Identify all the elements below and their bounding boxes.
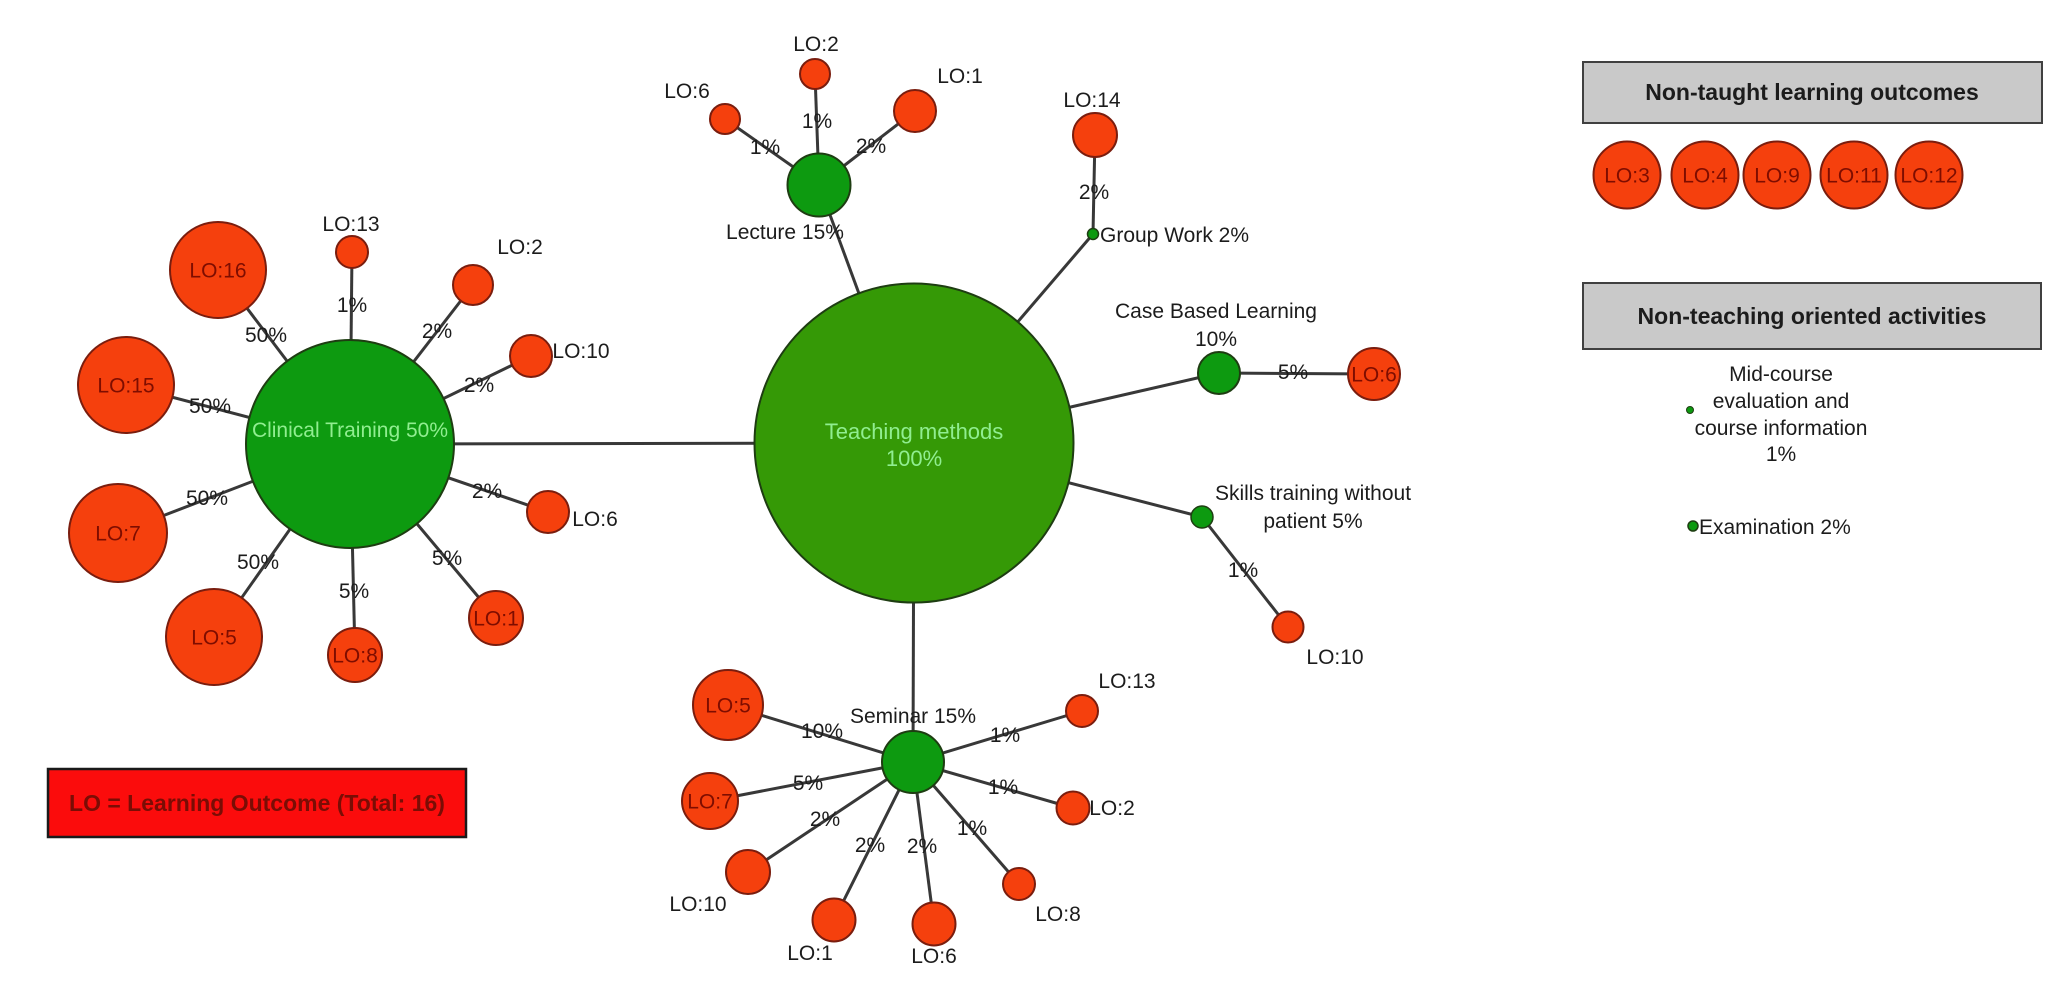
svg-text:Group Work 2%: Group Work 2% (1100, 224, 1249, 247)
svg-text:LO:2: LO:2 (793, 33, 839, 56)
svg-text:2%: 2% (422, 320, 452, 343)
svg-text:Examination 2%: Examination 2% (1699, 516, 1851, 539)
svg-text:evaluation and: evaluation and (1713, 390, 1850, 413)
svg-text:10%: 10% (801, 720, 843, 743)
svg-text:patient 5%: patient 5% (1263, 510, 1362, 533)
svg-text:50%: 50% (186, 487, 228, 510)
svg-text:LO:13: LO:13 (322, 213, 379, 236)
svg-text:LO:2: LO:2 (1089, 797, 1135, 820)
svg-text:LO:10: LO:10 (669, 893, 726, 916)
svg-text:LO = Learning Outcome (Total:: LO = Learning Outcome (Total: 16) (69, 790, 445, 816)
svg-text:2%: 2% (907, 835, 937, 858)
svg-text:LO:15: LO:15 (97, 375, 154, 398)
svg-text:100%: 100% (886, 446, 942, 471)
svg-text:Lecture 15%: Lecture 15% (726, 221, 844, 244)
svg-text:LO:13: LO:13 (1098, 670, 1155, 693)
svg-text:1%: 1% (988, 776, 1018, 799)
svg-text:LO:1: LO:1 (937, 65, 983, 88)
svg-text:LO:4: LO:4 (1682, 165, 1728, 188)
svg-text:Teaching methods: Teaching methods (825, 419, 1004, 444)
svg-text:LO:6: LO:6 (911, 945, 957, 968)
svg-text:1%: 1% (1766, 443, 1796, 466)
svg-text:50%: 50% (237, 551, 279, 574)
svg-text:1%: 1% (802, 110, 832, 133)
svg-text:1%: 1% (957, 817, 987, 840)
svg-text:5%: 5% (339, 580, 369, 603)
svg-text:LO:10: LO:10 (1306, 646, 1363, 669)
svg-text:2%: 2% (856, 135, 886, 158)
svg-text:LO:5: LO:5 (705, 695, 751, 718)
svg-text:course information: course information (1695, 417, 1868, 440)
svg-text:2%: 2% (472, 480, 502, 503)
svg-text:Mid-course: Mid-course (1729, 363, 1833, 386)
svg-text:LO:3: LO:3 (1604, 165, 1650, 188)
svg-text:LO:2: LO:2 (497, 236, 543, 259)
svg-text:2%: 2% (1079, 181, 1109, 204)
svg-text:1%: 1% (337, 294, 367, 317)
svg-text:LO:7: LO:7 (95, 523, 141, 546)
svg-text:LO:16: LO:16 (189, 260, 246, 283)
svg-text:LO:1: LO:1 (473, 608, 519, 631)
svg-text:LO:8: LO:8 (1035, 903, 1081, 926)
svg-text:2%: 2% (855, 834, 885, 857)
svg-text:LO:1: LO:1 (787, 942, 833, 965)
svg-text:LO:8: LO:8 (332, 645, 378, 668)
svg-text:LO:7: LO:7 (687, 791, 733, 814)
svg-text:50%: 50% (189, 395, 231, 418)
svg-text:1%: 1% (990, 724, 1020, 747)
svg-text:Non-taught learning outcomes: Non-taught learning outcomes (1645, 79, 1979, 105)
svg-text:Skills training without: Skills training without (1215, 482, 1411, 505)
svg-text:LO:14: LO:14 (1063, 89, 1121, 112)
svg-text:1%: 1% (750, 136, 780, 159)
svg-text:5%: 5% (1278, 361, 1308, 384)
svg-text:1%: 1% (1228, 559, 1258, 582)
svg-text:LO:9: LO:9 (1754, 165, 1800, 188)
svg-text:LO:6: LO:6 (664, 80, 710, 103)
svg-text:LO:5: LO:5 (191, 627, 237, 650)
svg-text:LO:11: LO:11 (1826, 165, 1882, 188)
svg-text:5%: 5% (793, 772, 823, 795)
svg-text:Clinical Training 50%: Clinical Training 50% (252, 419, 448, 442)
svg-text:LO:6: LO:6 (572, 508, 618, 531)
svg-text:Case Based Learning: Case Based Learning (1115, 300, 1317, 323)
svg-text:2%: 2% (464, 374, 494, 397)
svg-text:10%: 10% (1195, 328, 1237, 351)
svg-text:2%: 2% (810, 808, 840, 831)
svg-text:LO:12: LO:12 (1900, 165, 1957, 188)
svg-text:50%: 50% (245, 324, 287, 347)
svg-text:Seminar 15%: Seminar 15% (850, 705, 976, 728)
svg-text:5%: 5% (432, 547, 462, 570)
svg-text:LO:6: LO:6 (1351, 364, 1397, 387)
svg-text:LO:10: LO:10 (552, 340, 609, 363)
svg-text:Non-teaching oriented activiti: Non-teaching oriented activities (1638, 303, 1987, 329)
